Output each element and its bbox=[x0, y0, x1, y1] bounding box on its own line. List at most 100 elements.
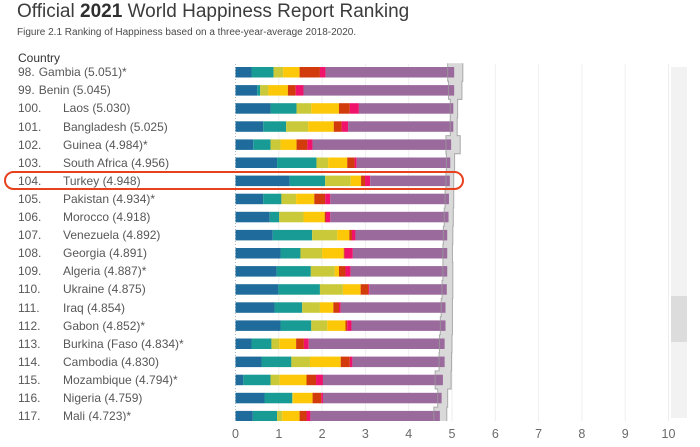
bar-segment-dark-blue bbox=[235, 103, 271, 114]
bar-segment-pink bbox=[354, 157, 357, 168]
bar-segment-teal bbox=[252, 410, 278, 421]
bar-segment-teal bbox=[261, 356, 292, 368]
bar-segment-dark-blue bbox=[235, 67, 252, 78]
bar-segment-dark-blue bbox=[235, 121, 264, 132]
bar-segment-pink bbox=[351, 229, 356, 241]
bar-segment-yellow bbox=[303, 211, 325, 223]
country-row-label: 101. Bangladesh (5.025) bbox=[0, 119, 230, 135]
rank-number: 101. bbox=[18, 119, 42, 134]
bar-segment-dark-blue bbox=[235, 284, 279, 295]
rank-number: 103. bbox=[18, 155, 42, 170]
bar-segment-yellow-green bbox=[310, 266, 335, 277]
bar-segment-purple bbox=[325, 67, 455, 78]
bar-segment-yellow bbox=[279, 338, 297, 349]
bar-segment-teal bbox=[276, 266, 311, 277]
rank-number: 112. bbox=[18, 318, 41, 333]
bar-segment-purple bbox=[308, 338, 445, 349]
confidence-band bbox=[441, 298, 453, 318]
bar-segment-pink bbox=[319, 67, 326, 78]
title-suffix: World Happiness Report Ranking bbox=[122, 1, 410, 22]
rank-number: 113. bbox=[18, 336, 41, 351]
bar-segment-purple bbox=[348, 121, 454, 132]
bar-segment-purple bbox=[310, 410, 440, 421]
bar-segment-yellow bbox=[279, 374, 307, 386]
bar-segment-teal bbox=[263, 193, 282, 205]
confidence-band bbox=[443, 226, 453, 245]
bar-segment-pink bbox=[349, 356, 353, 368]
confidence-band bbox=[446, 153, 455, 173]
bar-segment-pink bbox=[364, 175, 371, 187]
vertical-scrollbar[interactable] bbox=[671, 67, 687, 418]
bar-segment-yellow bbox=[280, 139, 297, 150]
bar-row bbox=[235, 320, 446, 331]
bar-segment-orange-red bbox=[312, 392, 322, 404]
country-name-score: Algeria (4.887)* bbox=[63, 264, 147, 279]
confidence-band bbox=[437, 389, 448, 408]
bar-row bbox=[235, 410, 440, 421]
bar-segment-orange-red bbox=[314, 193, 326, 205]
bar-segment-orange-red bbox=[333, 121, 342, 132]
bar-segment-dark-blue bbox=[235, 338, 252, 349]
x-tick-label: 8 bbox=[578, 427, 585, 441]
bar-segment-dark-blue bbox=[235, 175, 290, 187]
bar-segment-teal bbox=[253, 139, 271, 150]
bar-segment-yellow bbox=[283, 67, 300, 78]
country-labels: 98. Gambia (5.051)* 99. Benin (5.045) 100. La… bbox=[0, 62, 230, 421]
bar-segment-orange-red bbox=[299, 67, 320, 78]
bar-segment-teal bbox=[280, 320, 312, 331]
bar-segment-yellow bbox=[327, 320, 346, 331]
country-name-score: Morocco (4.918) bbox=[63, 210, 151, 225]
scrollbar-thumb[interactable] bbox=[671, 296, 687, 342]
x-tick-label: 2 bbox=[319, 427, 326, 441]
bar-segment-yellow bbox=[334, 266, 339, 277]
bar-segment-orange-red bbox=[338, 266, 346, 277]
bar-segment-purple bbox=[303, 85, 455, 96]
bar-segment-orange-red bbox=[360, 284, 369, 295]
bar-segment-yellow bbox=[311, 103, 339, 114]
rank-number: 108. bbox=[18, 246, 42, 261]
country-row-label: 100. Laos (5.030) bbox=[0, 100, 230, 116]
x-tick-label: 4 bbox=[405, 427, 412, 441]
bar-segment-orange-red bbox=[296, 338, 304, 349]
bar-segment-pink bbox=[295, 85, 304, 96]
bar-segment-purple bbox=[330, 211, 449, 223]
bar-segment-purple bbox=[356, 157, 451, 168]
country-row-label: 110. Ukraine (4.875) bbox=[0, 281, 230, 297]
bar-segment-dark-blue bbox=[235, 85, 258, 96]
rank-number: 111. bbox=[18, 300, 40, 315]
bar-segment-yellow bbox=[296, 193, 315, 205]
country-name-score: Ukraine (4.875) bbox=[63, 282, 146, 297]
bar-segment-yellow bbox=[268, 85, 288, 96]
ci-upper-line bbox=[446, 63, 464, 421]
country-name-score: Burkina (Faso (4.834)* bbox=[63, 336, 184, 351]
country-row-label: 108. Georgia (4.891) bbox=[0, 245, 230, 261]
bar-segment-dark-blue bbox=[235, 302, 275, 313]
bar-segment-dark-blue bbox=[235, 139, 254, 150]
country-row-label: 117. Mali (4.723)* bbox=[0, 408, 230, 421]
rank-number: 99. bbox=[18, 83, 35, 98]
bar-row bbox=[235, 302, 446, 313]
bar-row bbox=[235, 193, 449, 205]
bar-segment-orange-red bbox=[296, 139, 308, 150]
x-tick-label: 0 bbox=[232, 427, 239, 441]
bar-segment-teal bbox=[257, 85, 261, 96]
confidence-band bbox=[442, 262, 453, 281]
bar-segment-yellow-green bbox=[319, 284, 343, 295]
bar-segment-pink bbox=[338, 302, 341, 313]
bar-row bbox=[235, 103, 454, 114]
bar-row bbox=[235, 139, 452, 150]
bar-segment-teal bbox=[264, 392, 293, 404]
bar-segment-yellow-green bbox=[281, 193, 297, 205]
bar-segment-pink bbox=[368, 284, 370, 295]
bar-segment-purple bbox=[351, 320, 446, 331]
confidence-band bbox=[442, 280, 453, 299]
confidence-band bbox=[450, 117, 458, 137]
rank-number: 98. bbox=[18, 65, 35, 80]
country-name-score: Nigeria (4.759) bbox=[63, 391, 143, 406]
figure-subtitle: Figure 2.1 Ranking of Happiness based on… bbox=[17, 27, 357, 38]
title-prefix: Official bbox=[17, 1, 81, 22]
bar-row bbox=[235, 211, 449, 223]
bar-segment-purple bbox=[352, 356, 445, 368]
bar-segment-orange-red bbox=[338, 103, 350, 114]
country-name-score: Laos (5.030) bbox=[63, 101, 131, 116]
